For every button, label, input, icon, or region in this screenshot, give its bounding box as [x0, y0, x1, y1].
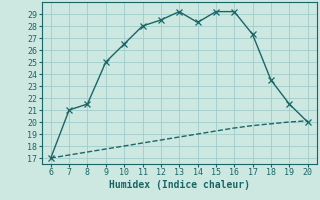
X-axis label: Humidex (Indice chaleur): Humidex (Indice chaleur): [109, 180, 250, 190]
